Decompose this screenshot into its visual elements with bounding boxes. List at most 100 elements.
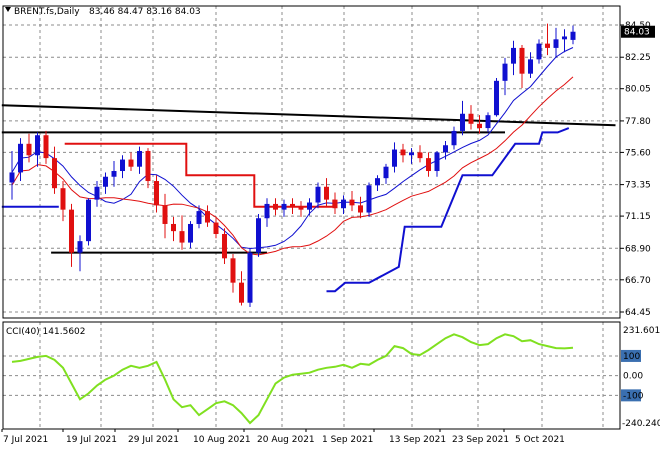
bullish-candle <box>443 145 448 153</box>
bearish-candle <box>426 158 431 172</box>
bullish-candle <box>256 218 261 253</box>
price-tick-label: 66.70 <box>625 276 651 286</box>
bearish-candle <box>332 199 338 209</box>
bullish-candle <box>451 130 457 146</box>
bearish-candle <box>213 222 219 234</box>
bullish-candle <box>264 203 270 219</box>
bearish-candle <box>222 233 227 259</box>
price-tick-label: 77.80 <box>625 117 651 127</box>
bullish-candle <box>366 185 372 213</box>
grid-layer <box>3 6 620 429</box>
bearish-candle <box>298 206 304 210</box>
price-tick-label: 68.90 <box>625 244 651 254</box>
cci-tick-label: 0.00 <box>623 372 643 382</box>
time-tick-label: 10 Aug 2021 <box>193 435 251 445</box>
cci-level-badge <box>621 349 641 362</box>
time-tick-label: 1 Sep 2021 <box>322 435 373 445</box>
price-tick-label: 73.35 <box>625 181 651 191</box>
symbol-marker-icon <box>5 7 11 12</box>
cci-label: CCI(40) 141.5602 <box>6 327 86 337</box>
price-tick-label: 80.05 <box>625 85 651 95</box>
bullish-candle <box>281 203 287 210</box>
bullish-candle <box>536 43 542 60</box>
bearish-candle <box>230 258 236 283</box>
price-tick-label: 75.60 <box>625 148 651 158</box>
bearish-candle <box>43 135 49 159</box>
bullish-candle <box>392 149 397 167</box>
bearish-candle <box>417 152 423 159</box>
time-tick-label: 20 Aug 2021 <box>257 435 315 445</box>
cci-tick-label: -100 <box>623 391 644 401</box>
cci-tick-label: -240.240 <box>622 419 660 429</box>
bullish-candle <box>94 186 100 200</box>
bullish-candle <box>103 176 108 187</box>
price-axis-layer: 84.5082.2580.0577.8075.6073.3571.1568.90… <box>620 21 660 429</box>
price-tick-label: 64.45 <box>625 308 651 318</box>
bearish-candle <box>358 205 363 213</box>
bearish-candle <box>477 123 482 129</box>
bullish-candle <box>86 199 91 242</box>
bullish-candle <box>196 211 202 224</box>
bearish-candle <box>26 143 32 156</box>
time-tick-label: 29 Jul 2021 <box>128 435 179 445</box>
bearish-candle <box>162 205 168 224</box>
time-tick-label: 5 Oct 2021 <box>515 435 565 445</box>
time-tick-label: 23 Sep 2021 <box>452 435 509 445</box>
bearish-candle <box>519 47 525 74</box>
last-price-label: 84.03 <box>624 28 650 38</box>
bullish-candle <box>188 223 193 243</box>
bearish-candle <box>128 159 134 167</box>
bullish-candle <box>375 178 380 186</box>
bullish-candle <box>137 150 142 167</box>
panel-frames <box>2 5 621 430</box>
bearish-candle <box>154 181 159 206</box>
bullish-candle <box>494 80 499 116</box>
bullish-candle <box>528 59 533 74</box>
bullish-candle <box>247 252 253 303</box>
bullish-candle <box>409 152 414 156</box>
time-tick-label: 13 Sep 2021 <box>389 435 446 445</box>
trend-line <box>1 104 616 127</box>
last-price-badge <box>621 25 655 38</box>
bullish-candle <box>315 186 321 203</box>
bearish-candle <box>205 211 210 223</box>
price-panel-frame <box>2 5 621 319</box>
candles-layer <box>9 23 576 307</box>
bullish-candle <box>9 172 15 183</box>
bullish-candle <box>120 159 125 172</box>
bearish-candle <box>239 282 244 303</box>
cci-layer <box>11 333 574 425</box>
time-axis-layer: 7 Jul 2021 19 Jul 2021 29 Jul 2021 10 Aug 2… <box>1 429 565 445</box>
price-tick-label: 82.25 <box>625 53 651 63</box>
indicator-lines-layer <box>1 47 616 293</box>
symbol-label: BRENT.fs,Daily <box>14 7 80 17</box>
bearish-candle <box>324 186 329 200</box>
bearish-candle <box>400 149 406 156</box>
bearish-candle <box>273 203 278 210</box>
bearish-candle <box>545 43 550 48</box>
bullish-candle <box>111 171 117 177</box>
cci-tick-label: 100 <box>623 352 640 362</box>
cci-tick-label: 231.601 <box>623 326 660 336</box>
red-moving-average <box>11 76 574 256</box>
bullish-candle <box>307 202 312 210</box>
blue-step-line <box>326 127 570 293</box>
time-tick-label: 19 Jul 2021 <box>66 435 117 445</box>
cci-level-badge <box>621 389 641 402</box>
bullish-candle <box>511 47 516 64</box>
bullish-candle <box>341 199 346 209</box>
bullish-candle <box>562 36 567 40</box>
bearish-candle <box>171 223 176 232</box>
bullish-candle <box>460 113 465 131</box>
bullish-candle <box>502 63 508 81</box>
bullish-candle <box>434 152 440 172</box>
bullish-candle <box>77 241 83 253</box>
bearish-candle <box>179 231 185 243</box>
bullish-candle <box>570 31 576 40</box>
bearish-candle <box>145 150 151 182</box>
time-tick-label: 7 Jul 2021 <box>3 435 48 445</box>
bullish-candle <box>18 143 23 173</box>
bullish-candle <box>485 115 491 129</box>
